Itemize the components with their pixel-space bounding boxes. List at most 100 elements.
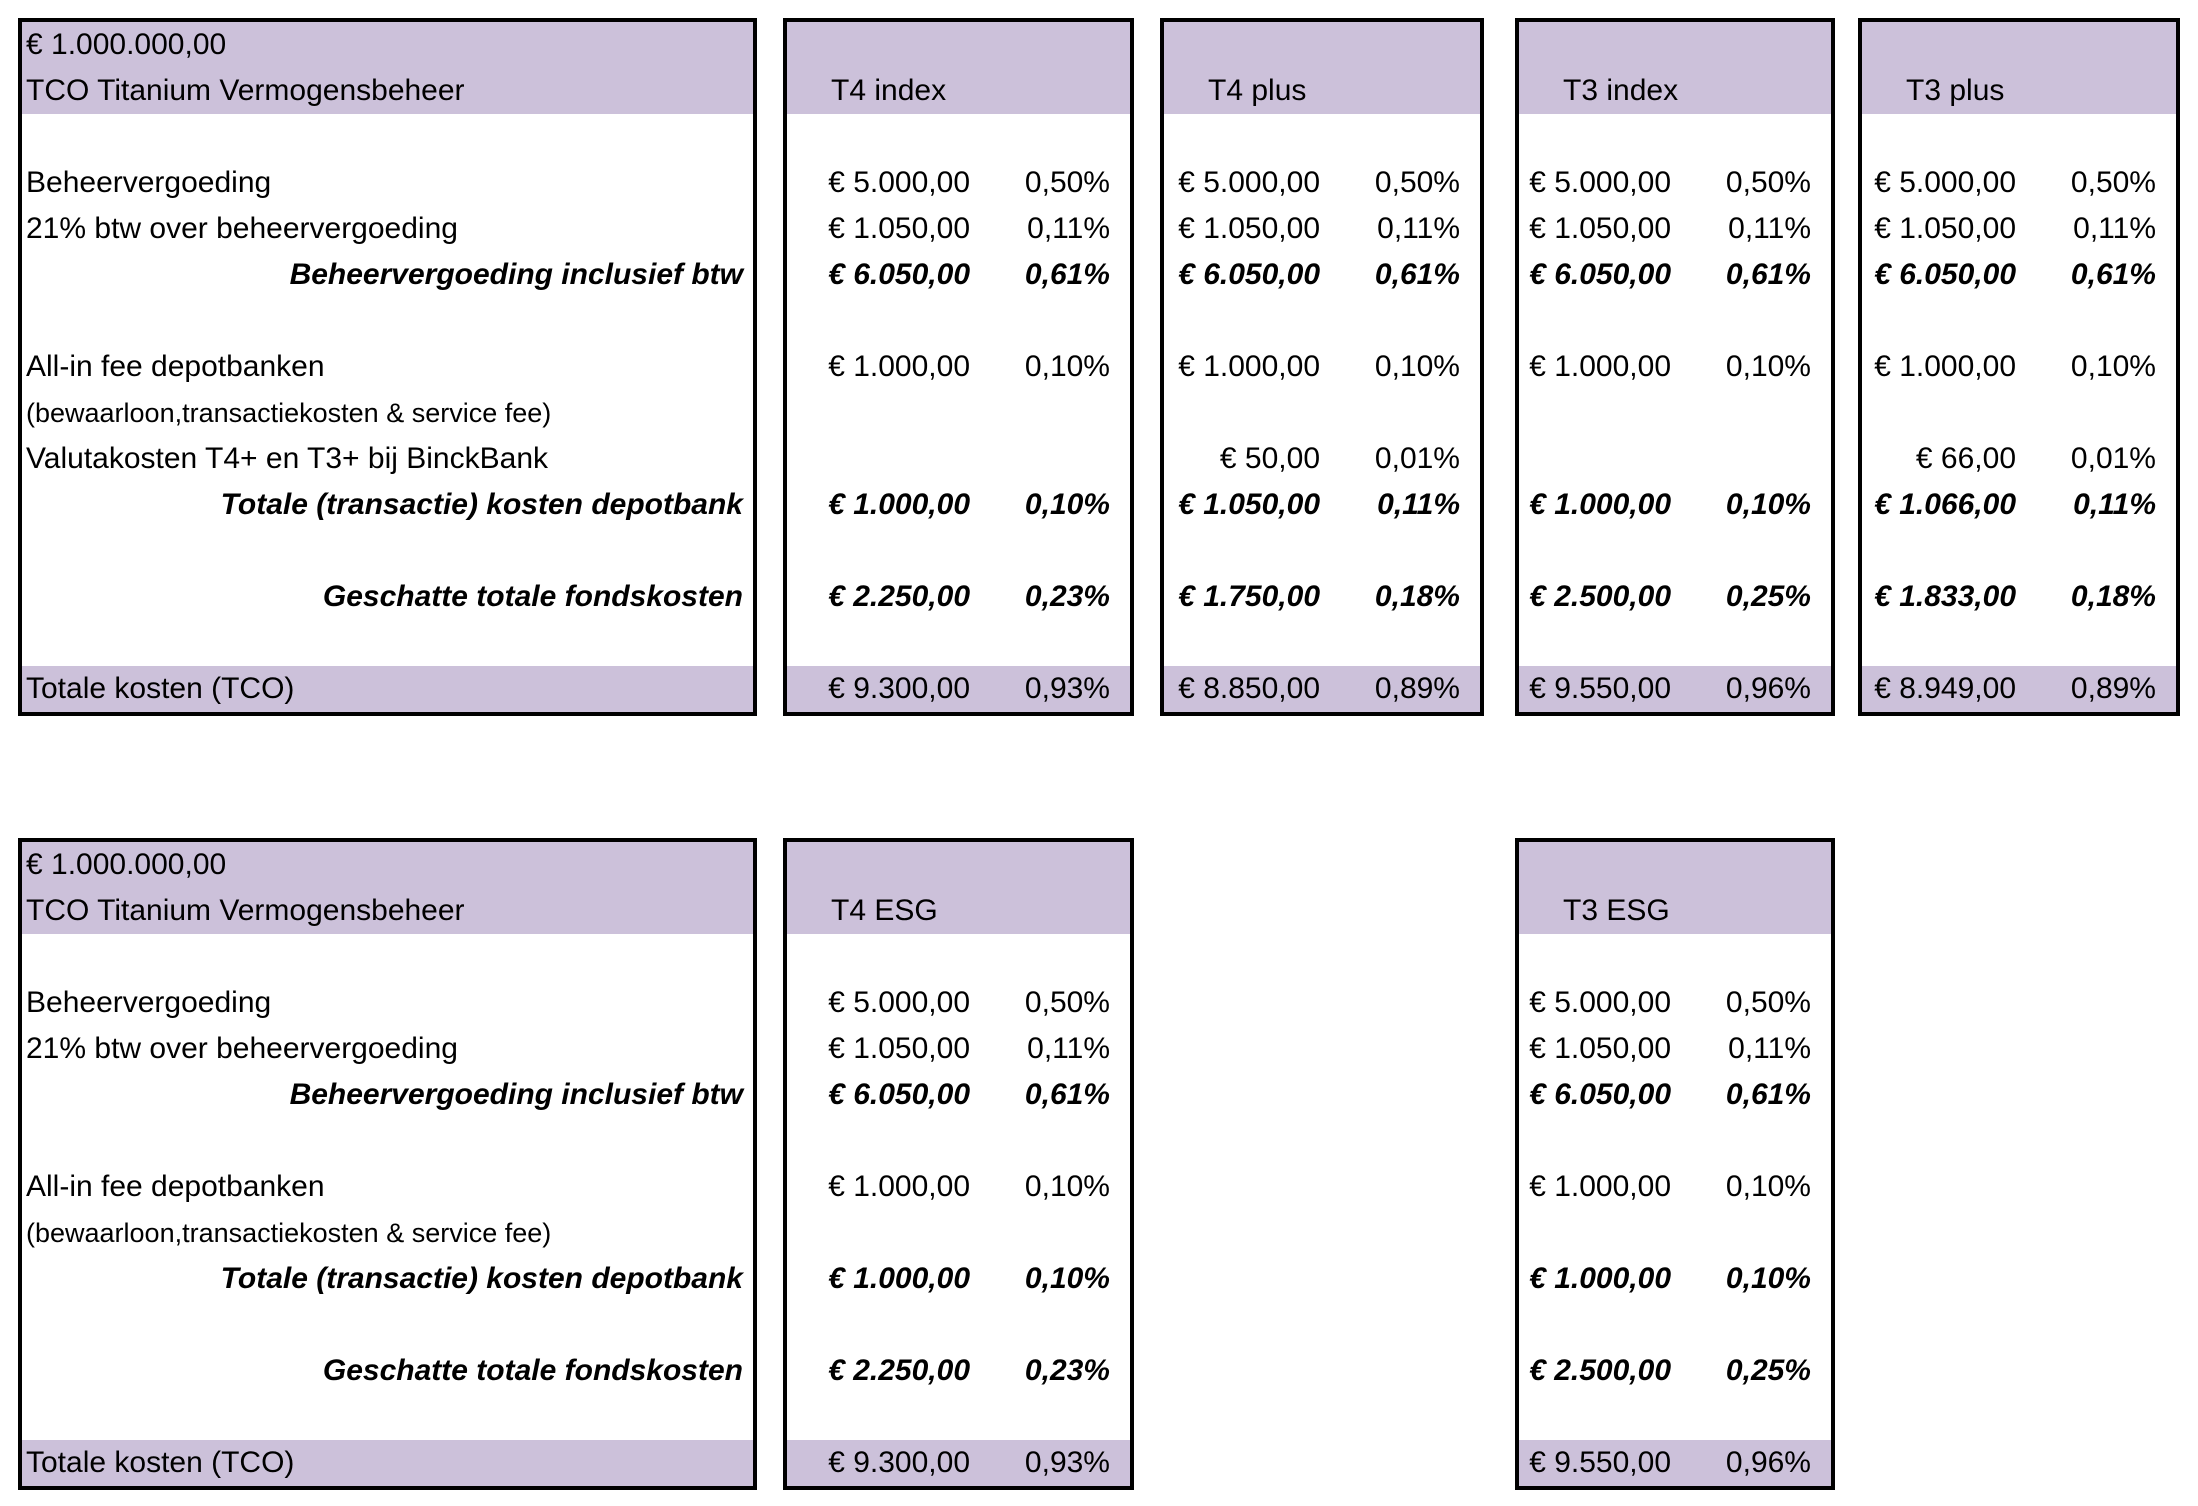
cost-label: 21% btw over beheervergoeding: [26, 1032, 458, 1065]
amount-value: € 1.000,00: [1529, 350, 1671, 383]
value-row: € 1.750,00 0,18%: [1164, 574, 1480, 620]
label-footer: Totale kosten (TCO): [22, 666, 753, 712]
value-row: € 1.050,00 0,11%: [1164, 206, 1480, 252]
amount-value: € 2.500,00: [1529, 1354, 1671, 1387]
label-row: [22, 114, 753, 160]
value-row: [787, 1302, 1130, 1348]
amount-value: € 6.050,00: [1529, 1078, 1671, 1111]
percent-value: 0,11%: [2073, 488, 2156, 521]
amount-value: € 1.050,00: [1529, 1032, 1671, 1065]
product-panel: T4 plus € 5.000,00 0,50% € 1.050,00 0,11% € 6…: [1160, 18, 1484, 716]
percent-value: 0,61%: [2070, 258, 2156, 291]
label-row: Beheervergoeding inclusief btw: [22, 252, 753, 298]
amount-value: € 1.000,00: [828, 1170, 970, 1203]
value-row: [787, 1118, 1130, 1164]
percent-value: 0,11%: [1027, 212, 1110, 245]
amount-value: € 2.500,00: [1529, 580, 1671, 613]
subtotal-label: Totale (transactie) kosten depotbank: [220, 1262, 743, 1295]
value-row: [1862, 528, 2176, 574]
label-row: All-in fee depotbanken: [22, 344, 753, 390]
value-row: € 1.050,00 0,11%: [1164, 482, 1480, 528]
percent-value: 0,01%: [2070, 442, 2156, 475]
product-panel: T3 ESG € 5.000,00 0,50% € 1.050,00 0,11% € 6.…: [1515, 838, 1835, 1490]
amount-value: € 5.000,00: [1529, 986, 1671, 1019]
percent-value: 0,50%: [1725, 166, 1811, 199]
amount-value: € 5.000,00: [1178, 166, 1320, 199]
percent-value: 0,25%: [1725, 580, 1811, 613]
percent-value: 0,10%: [1725, 1170, 1811, 1203]
total-tco-label: Totale kosten (TCO): [26, 1446, 295, 1479]
value-row: [1164, 298, 1480, 344]
amount-value: € 1.000,00: [1529, 1262, 1671, 1295]
total-percent: 0,96%: [1725, 1446, 1811, 1479]
value-row: € 1.050,00 0,11%: [1519, 206, 1831, 252]
value-row: [787, 436, 1130, 482]
percent-value: 0,10%: [1024, 488, 1110, 521]
value-row: [1519, 436, 1831, 482]
label-row: (bewaarloon,transactiekosten & service f…: [22, 390, 753, 436]
percent-value: 0,61%: [1024, 1078, 1110, 1111]
total-tco-label: Totale kosten (TCO): [26, 672, 295, 705]
value-row: [1519, 390, 1831, 436]
product-panel: T3 plus € 5.000,00 0,50% € 1.050,00 0,11% € 6…: [1858, 18, 2180, 716]
product-name: T3 plus: [1906, 74, 2005, 107]
amount-value: € 6.050,00: [828, 258, 970, 291]
percent-value: 0,11%: [1377, 488, 1460, 521]
value-row: [1164, 528, 1480, 574]
amount-value: € 50,00: [1219, 442, 1320, 475]
label-row: All-in fee depotbanken: [22, 1164, 753, 1210]
product-panel: T3 index € 5.000,00 0,50% € 1.050,00 0,11% € …: [1515, 18, 1835, 716]
value-row: € 1.000,00 0,10%: [1519, 1164, 1831, 1210]
table-title: TCO Titanium Vermogensbeheer: [26, 894, 465, 927]
amount-value: € 1.050,00: [1178, 212, 1320, 245]
percent-value: 0,11%: [1027, 1032, 1110, 1065]
label-footer: Totale kosten (TCO): [22, 1440, 753, 1486]
value-row: € 5.000,00 0,50%: [1164, 160, 1480, 206]
product-footer: € 9.550,00 0,96%: [1519, 666, 1831, 712]
label-row: Geschatte totale fondskosten: [22, 1348, 753, 1394]
value-row: € 50,00 0,01%: [1164, 436, 1480, 482]
amount-value: € 1.050,00: [1178, 488, 1320, 521]
value-row: [1519, 528, 1831, 574]
value-row: € 6.050,00 0,61%: [787, 252, 1130, 298]
amount-value: € 2.250,00: [828, 580, 970, 613]
cost-label: All-in fee depotbanken: [26, 1170, 325, 1203]
percent-value: 0,10%: [1374, 350, 1460, 383]
cost-label: Beheervergoeding: [26, 166, 272, 199]
product-footer: € 9.550,00 0,96%: [1519, 1440, 1831, 1486]
amount-value: € 1.000,00: [1529, 1170, 1671, 1203]
cost-label: (bewaarloon,transactiekosten & service f…: [26, 398, 552, 428]
value-row: € 1.050,00 0,11%: [787, 1026, 1130, 1072]
value-row: € 1.833,00 0,18%: [1862, 574, 2176, 620]
amount-value: € 6.050,00: [828, 1078, 970, 1111]
cost-label: 21% btw over beheervergoeding: [26, 212, 458, 245]
value-row: [1164, 114, 1480, 160]
amount-value: € 1.833,00: [1874, 580, 2016, 613]
percent-value: 0,10%: [2070, 350, 2156, 383]
label-row: [22, 1394, 753, 1440]
value-row: € 1.000,00 0,10%: [1862, 344, 2176, 390]
percent-value: 0,61%: [1024, 258, 1110, 291]
amount-value: € 1.050,00: [1874, 212, 2016, 245]
product-header: T3 index: [1519, 22, 1831, 114]
total-percent: 0,89%: [2070, 672, 2156, 705]
percent-value: 0,50%: [1725, 986, 1811, 1019]
product-panel: T4 index € 5.000,00 0,50% € 1.050,00 0,11% € …: [783, 18, 1134, 716]
value-row: € 5.000,00 0,50%: [1519, 160, 1831, 206]
value-row: € 2.250,00 0,23%: [787, 1348, 1130, 1394]
amount-value: € 2.250,00: [828, 1354, 970, 1387]
value-row: [1519, 298, 1831, 344]
label-header: € 1.000.000,00 TCO Titanium Vermogensbehe…: [22, 22, 753, 114]
value-row: [1164, 620, 1480, 666]
product-header: T4 ESG: [787, 842, 1130, 934]
total-percent: 0,89%: [1374, 672, 1460, 705]
product-name: T3 index: [1563, 74, 1679, 107]
label-row: [22, 1118, 753, 1164]
value-row: € 5.000,00 0,50%: [1519, 980, 1831, 1026]
subtotal-label: Totale (transactie) kosten depotbank: [220, 488, 743, 521]
value-row: € 6.050,00 0,61%: [787, 1072, 1130, 1118]
product-header: T4 plus: [1164, 22, 1480, 114]
amount-value: € 1.750,00: [1178, 580, 1320, 613]
amount-value: € 6.050,00: [1874, 258, 2016, 291]
percent-value: 0,10%: [1725, 350, 1811, 383]
